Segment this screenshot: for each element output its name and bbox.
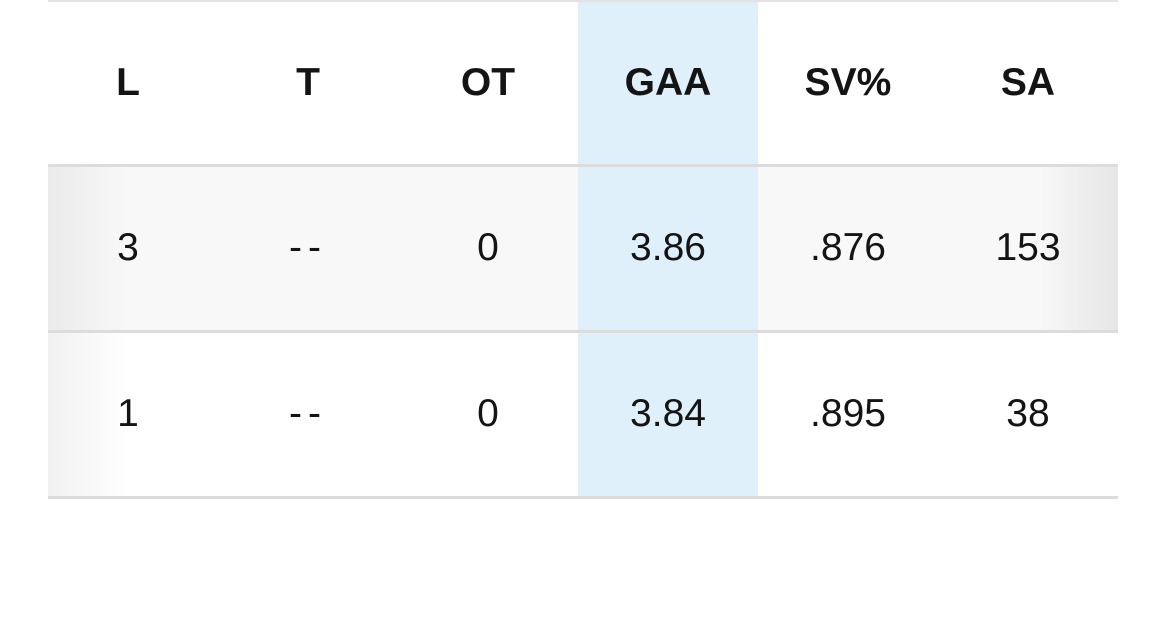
cell-value: 153 [995, 226, 1061, 269]
cell-value: .876 [810, 226, 886, 269]
table-cell: 3.84 [578, 331, 758, 497]
cell-value: .895 [810, 392, 886, 435]
table-cell: -- [218, 331, 398, 497]
table-row: 1 -- 0 3.84 .895 38 [48, 331, 1118, 497]
stats-table: L T OT GAA SV% SA 3 -- 0 3.86 .876 153 1 -- 0 3.84 .895… [48, 0, 1118, 499]
header-row: L T OT GAA SV% SA [48, 1, 1118, 165]
table-cell: 0 [398, 165, 578, 331]
column-label: GAA [624, 60, 712, 104]
cell-value: 0 [477, 226, 499, 269]
table-cell: 3.86 [578, 165, 758, 331]
table-cell: 153 [938, 165, 1118, 331]
column-label: L [116, 60, 140, 104]
table-cell: -- [218, 165, 398, 331]
column-header[interactable]: SV% [758, 1, 938, 165]
column-label: SV% [804, 60, 892, 104]
table-cell: .895 [758, 331, 938, 497]
column-label: SA [1000, 60, 1056, 104]
table-row: 3 -- 0 3.86 .876 153 [48, 165, 1118, 331]
column-label: T [296, 60, 320, 104]
stats-table-container: L T OT GAA SV% SA 3 -- 0 3.86 .876 153 1 -- 0 3.84 .895… [48, 0, 1122, 502]
table-cell: .876 [758, 165, 938, 331]
cell-value: 3 [117, 226, 139, 269]
table-cell: 1 [48, 331, 218, 497]
column-header[interactable]: T [218, 1, 398, 165]
cell-value: 38 [1006, 392, 1050, 435]
cell-value: 3.84 [630, 392, 706, 435]
cell-value: -- [289, 392, 327, 435]
column-label: OT [460, 60, 516, 104]
column-header[interactable]: L [48, 1, 218, 165]
column-header[interactable]: SA [938, 1, 1118, 165]
table-cell: 0 [398, 331, 578, 497]
table-cell: 3 [48, 165, 218, 331]
column-header[interactable]: GAA [578, 1, 758, 165]
cell-value: 3.86 [630, 226, 706, 269]
column-header[interactable]: OT [398, 1, 578, 165]
cell-value: -- [289, 226, 327, 269]
table-header: L T OT GAA SV% SA [48, 1, 1118, 165]
table-cell: 38 [938, 331, 1118, 497]
cell-value: 1 [117, 392, 139, 435]
cell-value: 0 [477, 392, 499, 435]
table-body: 3 -- 0 3.86 .876 153 1 -- 0 3.84 .895 38 [48, 165, 1118, 497]
